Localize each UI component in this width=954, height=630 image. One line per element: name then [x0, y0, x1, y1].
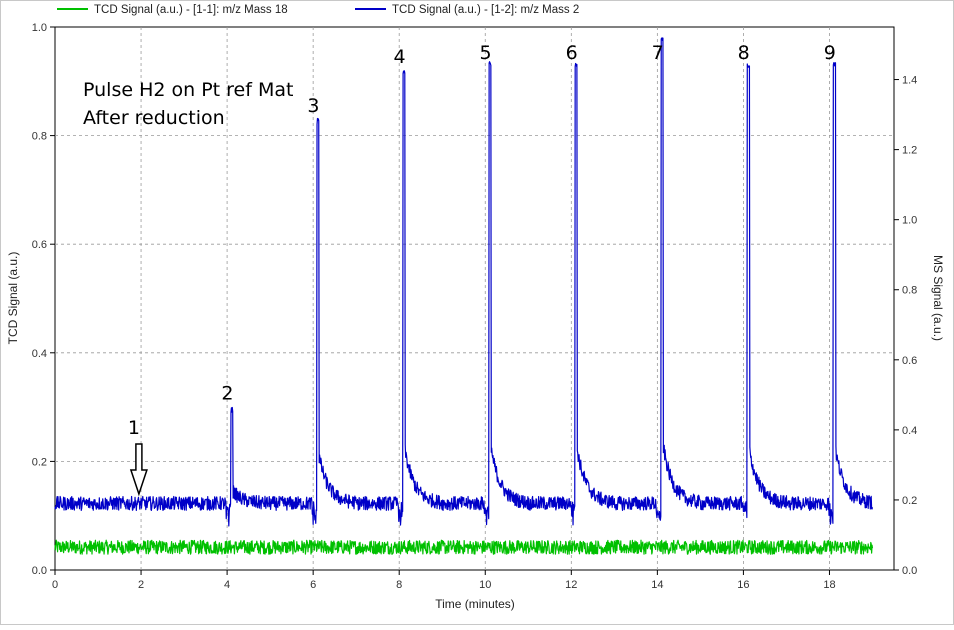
legend-label-mass18: TCD Signal (a.u.) - [1-1]: m/z Mass 18 — [94, 4, 288, 16]
y-right-tick-label: 1.2 — [902, 145, 917, 157]
x-tick-label: 2 — [138, 579, 144, 591]
peak-label: 2 — [221, 382, 233, 404]
y-right-tick-label: 1.4 — [902, 75, 917, 87]
series-layer — [54, 37, 874, 555]
peak-label: 9 — [824, 42, 836, 64]
y-right-tick-label: 0.6 — [902, 355, 917, 367]
peak-label: 4 — [393, 46, 405, 68]
y-left-tick-label: 0.6 — [32, 239, 47, 251]
peak-label: 7 — [652, 42, 664, 64]
x-tick-label: 16 — [737, 579, 749, 591]
x-tick-label: 8 — [396, 579, 402, 591]
grid-layer — [55, 27, 894, 570]
x-tick-label: 18 — [823, 579, 835, 591]
y-right-axis-title: MS Signal (a.u.) — [931, 255, 945, 341]
y-left-tick-label: 0.0 — [32, 565, 47, 577]
y-left-tick-label: 0.4 — [32, 348, 47, 360]
x-tick-label: 4 — [224, 579, 230, 591]
x-tick-label: 10 — [479, 579, 491, 591]
y-right-tick-label: 0.2 — [902, 495, 917, 507]
series-line-mass18 — [54, 539, 874, 555]
tick-layer: 0 2 4 6 8 10 12 14 16 180.00.20.40.60.81.00.00.20… — [32, 22, 918, 591]
x-tick-label: 12 — [565, 579, 577, 591]
x-tick-label: 14 — [651, 579, 663, 591]
x-tick-label: 0 — [52, 579, 58, 591]
y-right-tick-label: 1.0 — [902, 215, 917, 227]
y-left-axis-title: TCD Signal (a.u.) — [6, 252, 20, 345]
y-right-tick-label: 0.0 — [902, 565, 917, 577]
down-arrow-icon — [129, 443, 148, 497]
marker-layer: 2 3 4 5 6 7 8 9 1 — [128, 42, 836, 497]
peak-label: 5 — [480, 42, 492, 64]
x-axis-title: Time (minutes) — [435, 597, 515, 611]
y-left-tick-label: 0.2 — [32, 456, 47, 468]
peak-label: 3 — [307, 95, 319, 117]
peak-label: 6 — [566, 42, 578, 64]
y-left-tick-label: 1.0 — [32, 22, 47, 34]
peak-label: 8 — [738, 42, 750, 64]
legend: TCD Signal (a.u.) - [1-1]: m/z Mass 18 T… — [57, 4, 579, 16]
y-right-tick-label: 0.4 — [902, 425, 917, 437]
x-tick-label: 6 — [310, 579, 316, 591]
legend-label-mass2: TCD Signal (a.u.) - [1-2]: m/z Mass 2 — [392, 4, 579, 16]
annotation-line-1: Pulse H2 on Pt ref Mat — [83, 79, 293, 101]
annotation-line-2: After reduction — [83, 107, 225, 129]
y-right-tick-label: 0.8 — [902, 285, 917, 297]
series-line-mass2 — [54, 37, 874, 527]
y-left-tick-label: 0.8 — [32, 131, 47, 143]
plot-area — [54, 26, 895, 571]
arrow-marker-label: 1 — [128, 417, 140, 439]
